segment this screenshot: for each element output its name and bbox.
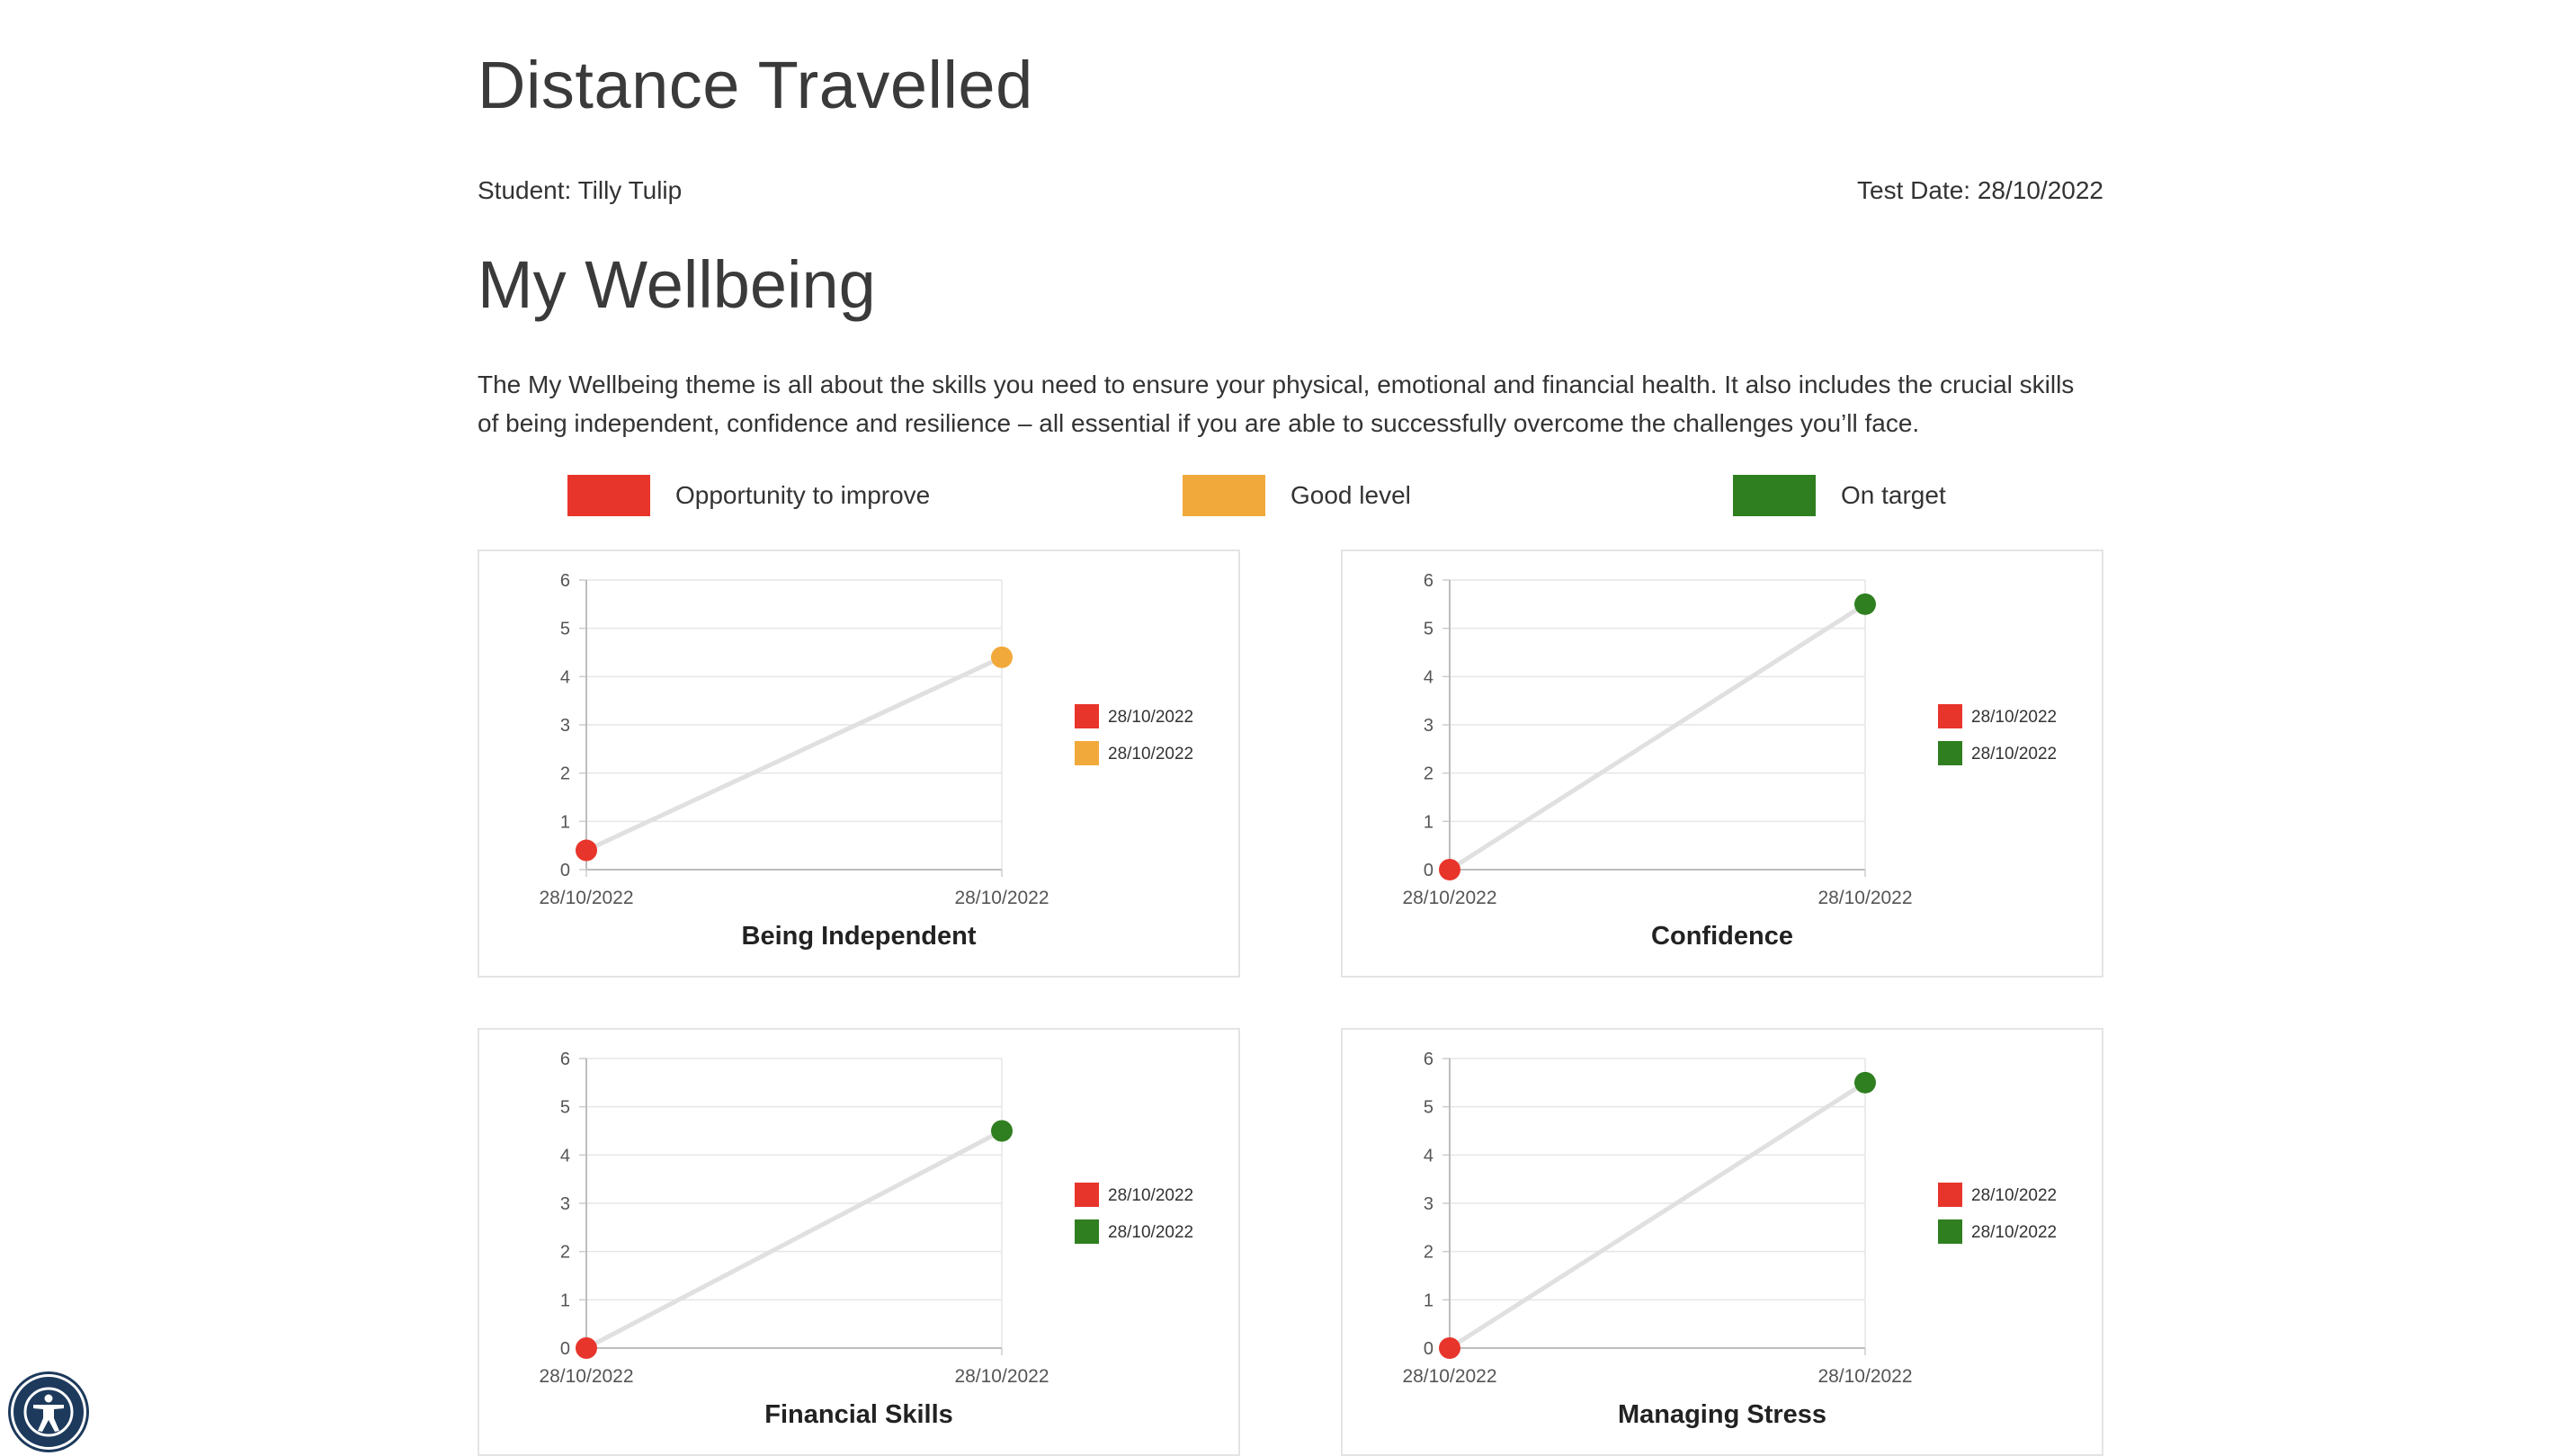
y-tick-label: 3: [560, 716, 570, 736]
key-swatch: [567, 475, 650, 516]
x-tick-label: 28/10/2022: [1817, 888, 1912, 908]
y-tick-label: 2: [560, 1243, 570, 1263]
y-tick-label: 1: [560, 1291, 570, 1310]
accessibility-button[interactable]: [11, 1374, 86, 1450]
test-date: Test Date: 28/10/2022: [1857, 176, 2103, 204]
x-tick-label: 28/10/2022: [1817, 1366, 1912, 1387]
chart-card-financial-skills: 0 1 2 3 4 5 6 28/10/2022 28/10/2022 28/10/2022 28/…: [478, 1028, 1240, 1456]
line-chart: 0 1 2 3 4 5 6 28/10/2022 28/10/2022 28/10/2022 28/…: [1402, 571, 2057, 908]
student-name: Student: Tilly Tulip: [478, 176, 683, 204]
x-tick-label: 28/10/2022: [539, 1366, 633, 1387]
section-description: The My Wellbeing theme is all about the …: [478, 371, 2075, 437]
y-tick-label: 3: [560, 1194, 570, 1214]
key-label: Good level: [1290, 481, 1411, 509]
y-tick-label: 6: [1424, 1050, 1433, 1069]
y-tick-label: 5: [560, 1098, 570, 1118]
data-point: [1854, 593, 1876, 615]
series-line: [1447, 1080, 1868, 1351]
y-tick-label: 2: [1424, 764, 1433, 784]
key-item-on-target: On target: [1733, 475, 1946, 516]
y-tick-label: 2: [560, 764, 570, 784]
legend-label: 28/10/2022: [1971, 1223, 2057, 1242]
chart-card-being-independent: 0 1 2 3 4 5 6 28/10/2022 28/10/2022 28/10/2022 28/…: [478, 549, 1240, 978]
data-point: [576, 839, 597, 862]
y-tick-label: 5: [1424, 1098, 1433, 1118]
line-chart: 0 1 2 3 4 5 6 28/10/2022 28/10/2022 28/10/2022 28/…: [1402, 1050, 2057, 1387]
y-tick-label: 6: [1424, 571, 1433, 591]
legend-label: 28/10/2022: [1971, 1186, 2057, 1205]
y-tick-label: 4: [1424, 667, 1433, 687]
key-swatch: [1183, 475, 1265, 516]
legend-swatch: [1075, 741, 1099, 765]
y-tick-label: 6: [560, 571, 570, 591]
y-tick-label: 4: [560, 1146, 570, 1166]
chart-card-managing-stress: 0 1 2 3 4 5 6 28/10/2022 28/10/2022 28/10/2022 28/…: [1341, 1028, 2103, 1456]
y-tick-label: 5: [560, 620, 570, 639]
legend-swatch: [1938, 1183, 1962, 1207]
legend-swatch: [1075, 1219, 1099, 1244]
x-tick-label: 28/10/2022: [954, 1366, 1049, 1387]
data-point: [991, 646, 1013, 668]
data-point: [1439, 859, 1460, 880]
page-title: Distance Travelled: [478, 48, 1033, 122]
data-point: [991, 1120, 1013, 1142]
accessibility-icon: [23, 1387, 74, 1437]
chart-title: Being Independent: [741, 922, 977, 951]
data-point: [1854, 1071, 1876, 1094]
key-item-good: Good level: [1183, 475, 1411, 516]
y-tick-label: 4: [560, 667, 570, 687]
legend-label: 28/10/2022: [1108, 1186, 1193, 1205]
x-tick-label: 28/10/2022: [1402, 888, 1496, 908]
legend-swatch: [1938, 1219, 1962, 1244]
y-tick-label: 6: [560, 1050, 570, 1069]
data-point: [1439, 1337, 1460, 1359]
section-title: My Wellbeing: [478, 247, 876, 322]
y-tick-label: 3: [1424, 716, 1433, 736]
legend-label: 28/10/2022: [1108, 745, 1193, 764]
y-tick-label: 1: [560, 812, 570, 832]
chart-title: Financial Skills: [764, 1400, 953, 1429]
y-tick-label: 3: [1424, 1194, 1433, 1214]
legend-label: 28/10/2022: [1108, 1223, 1193, 1242]
y-tick-label: 0: [1424, 1339, 1433, 1359]
chart-card-confidence: 0 1 2 3 4 5 6 28/10/2022 28/10/2022 28/10/2022 28/…: [1341, 549, 2103, 978]
key-swatch: [1733, 475, 1816, 516]
chart-title: Managing Stress: [1617, 1400, 1827, 1429]
y-tick-label: 2: [1424, 1243, 1433, 1263]
key-label: Opportunity to improve: [675, 481, 931, 509]
y-tick-label: 0: [560, 861, 570, 880]
y-tick-label: 5: [1424, 620, 1433, 639]
legend-swatch: [1938, 704, 1962, 728]
key-item-improve: Opportunity to improve: [567, 475, 930, 516]
legend-swatch: [1075, 1183, 1099, 1207]
data-point: [576, 1337, 597, 1359]
legend-label: 28/10/2022: [1108, 708, 1193, 727]
legend-label: 28/10/2022: [1971, 708, 2057, 727]
series-line: [1447, 602, 1868, 872]
y-tick-label: 4: [1424, 1146, 1433, 1166]
x-tick-label: 28/10/2022: [954, 888, 1049, 908]
legend-label: 28/10/2022: [1971, 745, 2057, 764]
legend-swatch: [1075, 704, 1099, 728]
legend-swatch: [1938, 741, 1962, 765]
series-line: [584, 1129, 1005, 1351]
y-tick-label: 1: [1424, 812, 1433, 832]
y-tick-label: 1: [1424, 1291, 1433, 1310]
key-label: On target: [1841, 481, 1946, 509]
x-tick-label: 28/10/2022: [1402, 1366, 1496, 1387]
y-tick-label: 0: [1424, 861, 1433, 880]
y-tick-label: 0: [560, 1339, 570, 1359]
line-chart: 0 1 2 3 4 5 6 28/10/2022 28/10/2022 28/10/2022 28/…: [539, 1050, 1193, 1387]
line-chart: 0 1 2 3 4 5 6 28/10/2022 28/10/2022 28/10/2022 28/…: [539, 571, 1193, 908]
chart-title: Confidence: [1651, 922, 1793, 951]
x-tick-label: 28/10/2022: [539, 888, 633, 908]
series-line: [584, 655, 1005, 853]
